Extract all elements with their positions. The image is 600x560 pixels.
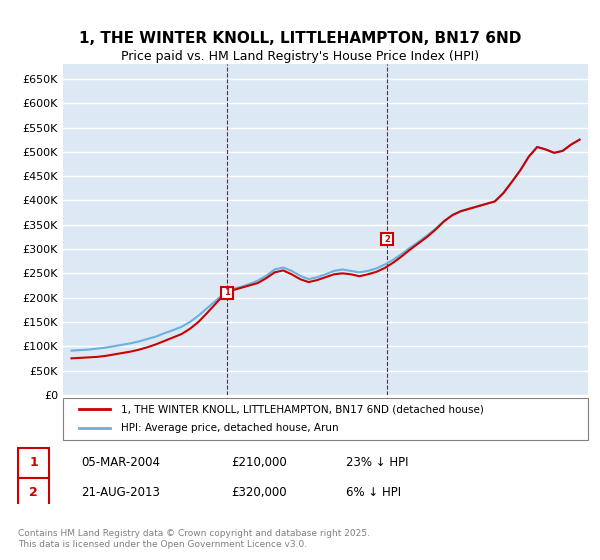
FancyBboxPatch shape <box>18 448 49 478</box>
Text: Contains HM Land Registry data © Crown copyright and database right 2025.
This d: Contains HM Land Registry data © Crown c… <box>18 529 370 549</box>
Text: HPI: Average price, detached house, Arun: HPI: Average price, detached house, Arun <box>121 423 338 433</box>
Text: 6% ↓ HPI: 6% ↓ HPI <box>346 486 401 499</box>
Text: £320,000: £320,000 <box>231 486 287 499</box>
Text: 2: 2 <box>29 486 38 499</box>
Text: 23% ↓ HPI: 23% ↓ HPI <box>346 456 409 469</box>
Text: 1: 1 <box>29 456 38 469</box>
FancyBboxPatch shape <box>18 478 49 507</box>
Text: 1: 1 <box>224 288 230 297</box>
Text: 2: 2 <box>384 235 390 244</box>
Text: 1, THE WINTER KNOLL, LITTLEHAMPTON, BN17 6ND (detached house): 1, THE WINTER KNOLL, LITTLEHAMPTON, BN17… <box>121 404 484 414</box>
Text: 05-MAR-2004: 05-MAR-2004 <box>81 456 160 469</box>
Text: 21-AUG-2013: 21-AUG-2013 <box>81 486 160 499</box>
Text: 1, THE WINTER KNOLL, LITTLEHAMPTON, BN17 6ND: 1, THE WINTER KNOLL, LITTLEHAMPTON, BN17… <box>79 31 521 46</box>
Text: Price paid vs. HM Land Registry's House Price Index (HPI): Price paid vs. HM Land Registry's House … <box>121 50 479 63</box>
Text: £210,000: £210,000 <box>231 456 287 469</box>
